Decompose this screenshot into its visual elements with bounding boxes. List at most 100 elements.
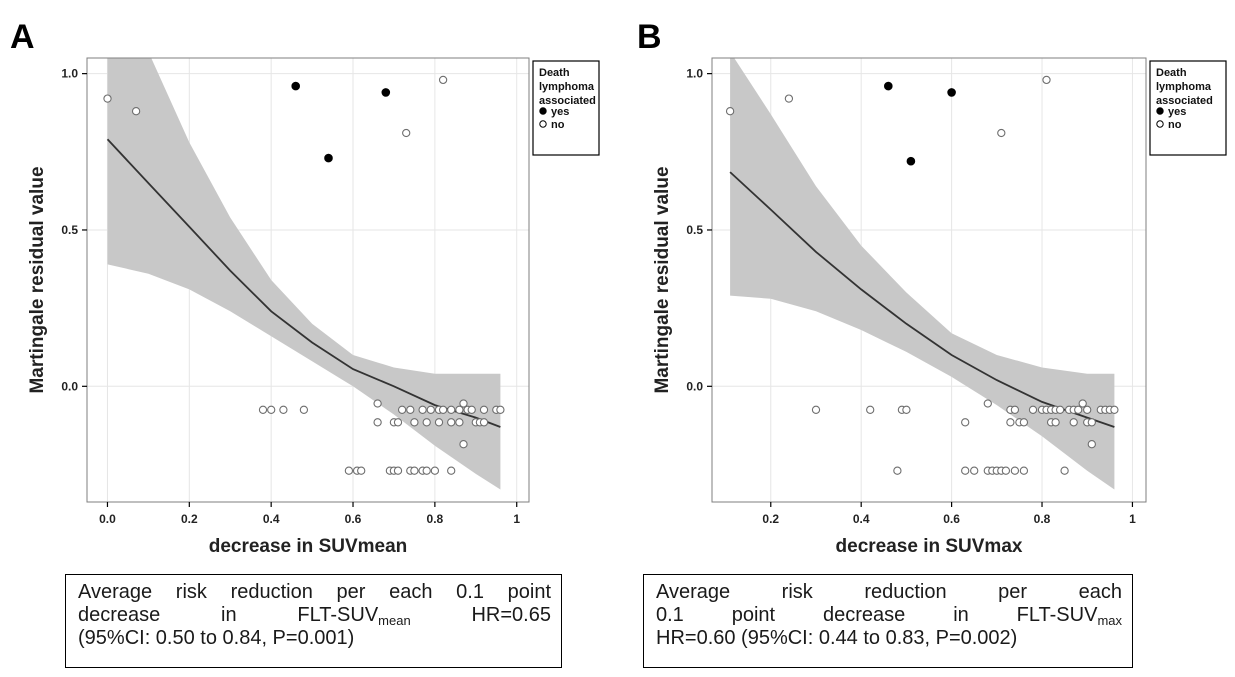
legend-label-no-a: no	[551, 119, 565, 131]
legend-title-line-a-0: Death	[539, 67, 570, 79]
point-no-a-30	[455, 418, 464, 427]
legend-label-yes-b: yes	[1168, 106, 1186, 118]
point-no-a-25	[393, 418, 403, 427]
chart-b: 0.2 0.4 0.6 0.8 1 0.0 0.5 1.0 decrease in SUVmax…	[652, 57, 1227, 557]
point-no-b-19	[1074, 405, 1083, 414]
caption-b-line-3: HR=0.60 (95%CI: 0.44 to 0.83, P=0.002)	[656, 627, 1018, 649]
point-no-a-37	[357, 466, 366, 475]
x-tick-label-a-3: 0.6	[345, 512, 362, 526]
y-tick-label-b-2: 1.0	[686, 67, 703, 81]
legend-label-no-b: no	[1168, 119, 1182, 131]
point-no-b-46	[1060, 466, 1069, 475]
x-tick-label-a-1: 0.2	[181, 512, 198, 526]
point-no-a-4	[258, 405, 268, 414]
point-no-b-34	[1087, 418, 1096, 427]
point-no-a-29	[447, 418, 456, 427]
point-no-a-22	[459, 399, 468, 408]
point-no-b-2	[997, 128, 1006, 138]
point-yes-a-1	[381, 88, 391, 97]
caption-panel-a: Average risk reduction per each 0.1 poin…	[65, 574, 562, 668]
series-no-b	[725, 75, 1119, 475]
series-yes-a	[291, 81, 391, 163]
point-yes-b-0	[884, 81, 893, 91]
y-tick-label-a-1: 0.5	[61, 223, 78, 237]
x-tick-label-a-0: 0.0	[99, 512, 116, 526]
point-no-a-1	[131, 107, 141, 116]
point-yes-b-1	[947, 88, 956, 97]
legend-title-line-b-2: associated	[1156, 95, 1213, 107]
point-no-b-35	[1087, 440, 1096, 449]
caption-b-line-2: 0.1 point decrease in FLT-SUVmax	[656, 604, 1122, 628]
point-no-a-14	[438, 405, 448, 414]
point-no-a-44	[422, 466, 431, 475]
point-no-a-34	[459, 440, 468, 449]
point-no-b-4	[811, 405, 821, 414]
y-tick-label-b-0: 0.0	[686, 379, 703, 393]
point-no-a-8	[373, 399, 382, 408]
point-no-b-45	[1019, 466, 1029, 475]
point-no-b-0	[725, 107, 735, 116]
fit-line-b	[729, 171, 1115, 428]
confidence-band-a	[107, 58, 501, 490]
panel-label-a: A	[10, 18, 35, 56]
point-no-a-11	[418, 405, 427, 414]
point-no-b-5	[866, 405, 875, 414]
point-no-a-15	[447, 405, 456, 414]
point-no-a-3	[438, 75, 448, 85]
legend-marker-no-b	[1156, 120, 1164, 128]
caption-a-line-1: Average risk reduction per each 0.1 poin…	[78, 581, 551, 603]
legend-marker-no-a	[539, 120, 547, 128]
point-no-a-12	[426, 405, 435, 414]
point-no-a-9	[397, 405, 407, 414]
point-no-b-8	[983, 399, 992, 408]
point-no-a-28	[434, 418, 444, 427]
point-no-b-11	[1028, 405, 1038, 414]
point-no-a-23	[373, 418, 382, 427]
plot-frame-b	[711, 57, 1147, 503]
point-no-a-10	[406, 405, 415, 414]
point-no-b-24	[1110, 405, 1119, 414]
x-tick-label-a-5: 1	[513, 512, 520, 526]
legend-marker-yes-b	[1156, 107, 1164, 115]
legend-box-b	[1149, 60, 1227, 156]
point-no-b-31	[1051, 418, 1060, 427]
point-no-a-40	[393, 466, 403, 475]
y-axis-title-b: Martingale residual value	[652, 166, 673, 393]
legend-label-yes-a: yes	[551, 106, 569, 118]
point-no-b-26	[961, 418, 970, 427]
legend-title-line-a-2: associated	[539, 95, 596, 107]
point-no-b-38	[970, 466, 979, 475]
x-tick-label-b-2: 0.6	[943, 512, 960, 526]
point-no-b-7	[902, 405, 911, 414]
legend-title-line-b-1: lymphoma	[1156, 81, 1212, 93]
point-no-a-33	[479, 418, 489, 427]
point-no-a-45	[430, 466, 440, 475]
y-tick-label-a-2: 1.0	[61, 67, 78, 81]
point-no-b-3	[1042, 75, 1051, 85]
point-yes-a-0	[291, 81, 301, 91]
plot-frame-a	[86, 57, 530, 503]
point-no-b-44	[1010, 466, 1020, 475]
point-no-a-21	[496, 405, 505, 414]
point-no-a-2	[402, 128, 411, 138]
point-no-a-7	[299, 405, 309, 414]
x-tick-label-b-1: 0.4	[853, 512, 870, 526]
y-tick-label-a-0: 0.0	[61, 379, 78, 393]
point-no-a-35	[344, 466, 354, 475]
legend-title-line-b-0: Death	[1156, 67, 1187, 79]
y-tick-label-b-1: 0.5	[686, 223, 703, 237]
point-no-a-0	[103, 94, 112, 103]
caption-a-line-2: decrease in FLT-SUVmean HR=0.65	[78, 604, 551, 628]
point-no-a-46	[447, 466, 456, 475]
point-no-a-16	[455, 405, 464, 414]
point-no-b-1	[784, 94, 794, 103]
confidence-band-b	[730, 58, 1115, 490]
x-tick-label-a-4: 0.8	[427, 512, 444, 526]
point-no-a-27	[422, 418, 431, 427]
legend-title-line-a-1: lymphoma	[539, 81, 595, 93]
point-no-a-6	[279, 405, 288, 414]
point-no-b-36	[893, 466, 902, 475]
